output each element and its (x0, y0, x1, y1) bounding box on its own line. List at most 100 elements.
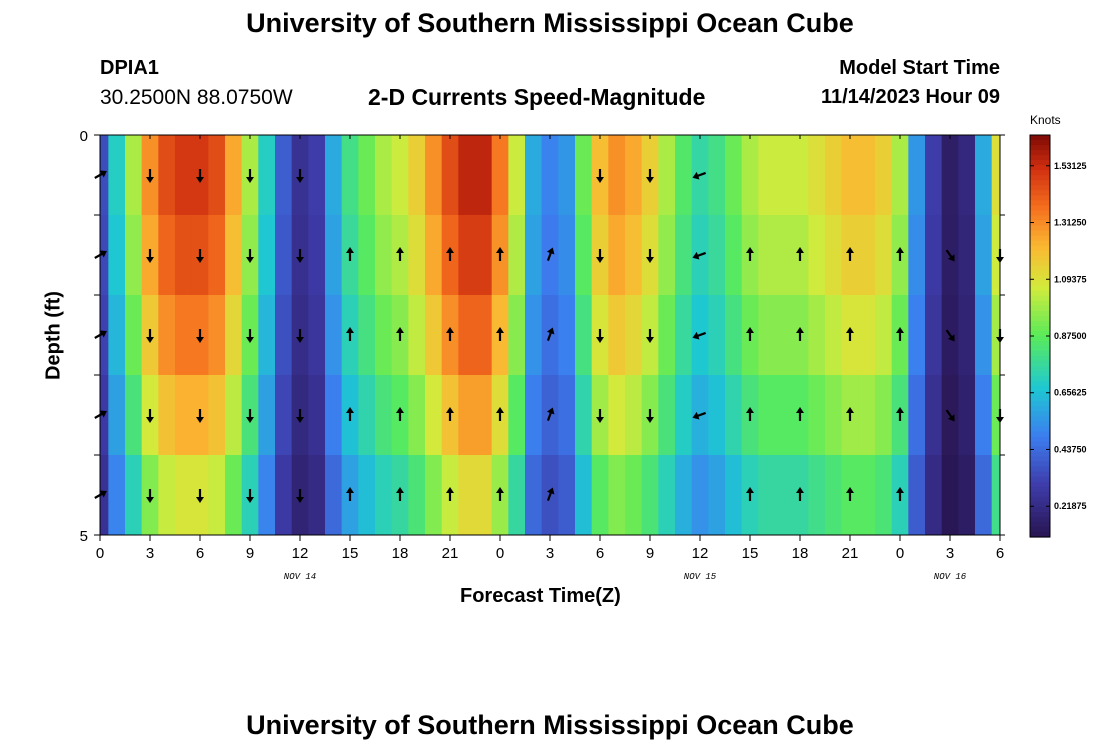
current-arrow (146, 169, 154, 183)
heat-cell (575, 295, 593, 376)
heat-cell (441, 135, 459, 216)
x-tick-label: 12 (292, 545, 309, 562)
heat-cell (158, 135, 176, 216)
current-arrow (94, 330, 107, 339)
heat-cell (858, 215, 876, 296)
heat-cell (691, 455, 709, 535)
x-tick-label: 6 (596, 545, 604, 562)
heat-cell (158, 375, 176, 456)
heat-cell (925, 455, 943, 535)
current-arrow (196, 329, 204, 343)
colorbar-swatch (1030, 471, 1050, 478)
station-coordinates: 30.2500N 88.0750W (100, 86, 293, 109)
colorbar-swatch (1030, 476, 1050, 483)
colorbar-swatch (1030, 436, 1050, 443)
heat-cell (758, 295, 776, 376)
current-arrow (692, 171, 707, 180)
colorbar-swatch (1030, 150, 1050, 156)
colorbar-swatch (1030, 235, 1050, 242)
heat-cell (608, 295, 626, 376)
colorbar-tick-label: 1.53125 (1054, 161, 1087, 171)
colorbar-swatch (1030, 240, 1050, 247)
heat-cell (991, 215, 1000, 296)
heat-cell (975, 295, 993, 376)
colorbar-swatch (1030, 290, 1050, 297)
x-tick-label: 3 (946, 545, 954, 562)
colorbar-unit-label: Knots (1030, 113, 1061, 127)
current-arrow (546, 487, 555, 502)
colorbar-swatch (1030, 496, 1050, 503)
heat-cell (408, 135, 426, 216)
heat-cell (658, 375, 676, 456)
heat-cell (725, 295, 743, 376)
heat-cell (508, 215, 526, 296)
model-start-label: Model Start Time (839, 57, 1000, 79)
colorbar-swatch (1030, 451, 1050, 458)
current-arrow (146, 489, 154, 503)
heat-cell (325, 135, 343, 216)
colorbar-swatch (1030, 295, 1050, 302)
chart-title: 2-D Currents Speed-Magnitude (368, 84, 706, 110)
x-tick-label: 6 (996, 545, 1004, 562)
heat-cell (991, 455, 1000, 535)
colorbar-swatch (1030, 195, 1050, 201)
current-arrow (846, 407, 854, 421)
colorbar-swatch (1030, 376, 1050, 382)
x-tick-label: 12 (692, 545, 709, 562)
current-arrow (796, 487, 804, 501)
heat-cell (908, 375, 926, 456)
colorbar-swatch (1030, 341, 1050, 347)
heat-cell (458, 135, 476, 216)
heat-cell (508, 455, 526, 535)
colorbar-swatch (1030, 481, 1050, 488)
heat-cell (308, 295, 326, 376)
heat-cell (175, 375, 193, 456)
heat-cell (775, 375, 793, 456)
colorbar-swatch (1030, 381, 1050, 387)
heat-cell (625, 375, 643, 456)
heat-cell (108, 295, 126, 376)
colorbar-swatch (1030, 446, 1050, 453)
heat-cell (108, 455, 126, 535)
colorbar-tick-label: 1.09375 (1054, 274, 1087, 284)
current-arrow (346, 487, 354, 501)
colorbar-tick-label: 0.87500 (1054, 331, 1087, 341)
heat-cell (341, 135, 359, 216)
heat-cell (708, 295, 726, 376)
heat-cell (975, 135, 993, 216)
heat-cell (625, 295, 643, 376)
heat-cell (275, 455, 293, 535)
current-arrow (896, 487, 904, 501)
current-arrow (646, 169, 654, 183)
heat-cell (658, 455, 676, 535)
heat-cell (775, 455, 793, 535)
current-arrow (846, 327, 854, 341)
heat-cell (741, 135, 759, 216)
current-arrow (296, 169, 304, 183)
current-arrow (692, 331, 707, 340)
current-arrow (945, 329, 955, 342)
heat-cell (875, 135, 893, 216)
colorbar-swatch (1030, 526, 1050, 533)
heat-cell (508, 295, 526, 376)
heat-cell (825, 215, 843, 296)
current-arrow (94, 170, 107, 179)
heat-cell (808, 215, 826, 296)
heat-cell (725, 135, 743, 216)
current-arrow (746, 407, 754, 421)
heat-cell (108, 375, 126, 456)
heat-cell (458, 215, 476, 296)
heat-cell (658, 135, 676, 216)
heat-cell (225, 375, 243, 456)
x-tick-label: 0 (496, 545, 504, 562)
y-tick-label: 0 (80, 128, 88, 145)
colorbar-swatch (1030, 140, 1050, 146)
heat-cell (475, 295, 493, 376)
current-arrow (692, 251, 707, 260)
heat-cell (925, 215, 943, 296)
heat-cell (858, 135, 876, 216)
colorbar-swatch (1030, 305, 1050, 312)
heat-cell (325, 375, 343, 456)
heat-cell (158, 455, 176, 535)
heat-cell (525, 135, 543, 216)
